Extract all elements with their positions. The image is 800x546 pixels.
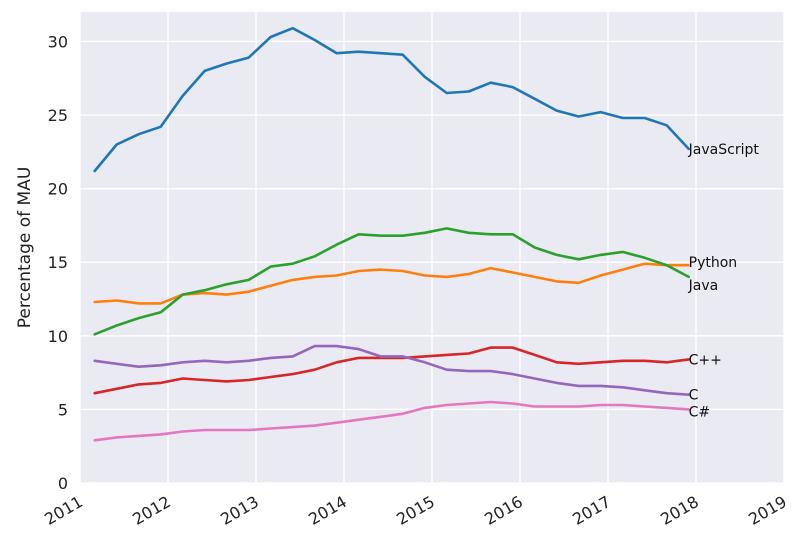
y-axis-label: Percentage of MAU xyxy=(15,167,35,329)
x-tick-label: 2015 xyxy=(393,492,438,529)
y-tick-label: 25 xyxy=(48,106,68,125)
y-tick-label: 10 xyxy=(48,327,68,346)
x-tick-label: 2017 xyxy=(569,492,614,529)
y-tick-label: 30 xyxy=(48,32,68,51)
series-line-c xyxy=(93,344,691,397)
y-tick-label: 5 xyxy=(58,400,68,419)
series-group xyxy=(93,26,691,442)
y-tick-label: 20 xyxy=(48,180,68,199)
x-tick-label: 2019 xyxy=(745,492,790,529)
series-line-cp xyxy=(93,346,691,395)
series-line-javascript xyxy=(93,26,691,173)
y-tick-label: 0 xyxy=(58,474,68,493)
x-tick-label: 2018 xyxy=(657,492,702,529)
series-label: Python xyxy=(689,255,738,271)
series-label: JavaScript xyxy=(688,142,760,158)
series-line-python xyxy=(93,262,691,305)
y-tick-label: 15 xyxy=(48,253,68,272)
x-axis-ticks: 2011 2012 2013 2014 2015 2016 2017 2018 2019 xyxy=(41,492,790,529)
grid xyxy=(79,12,785,484)
series-label: C# xyxy=(689,404,711,420)
x-tick-label: 2011 xyxy=(41,492,86,529)
series-label: Java xyxy=(688,278,719,294)
x-tick-label: 2016 xyxy=(481,492,526,529)
series-label: C xyxy=(689,388,699,404)
series-label: C++ xyxy=(689,352,722,368)
series-labels: JavaScript Python Java C++ CC# xyxy=(688,142,760,421)
series-line-java xyxy=(93,227,691,336)
x-tick-label: 2014 xyxy=(305,492,350,529)
series-line-cp xyxy=(93,400,691,442)
y-axis-ticks: 0 5 10 15 20 25 30 xyxy=(48,32,68,493)
x-tick-label: 2012 xyxy=(129,492,174,529)
x-tick-label: 2013 xyxy=(217,492,262,529)
